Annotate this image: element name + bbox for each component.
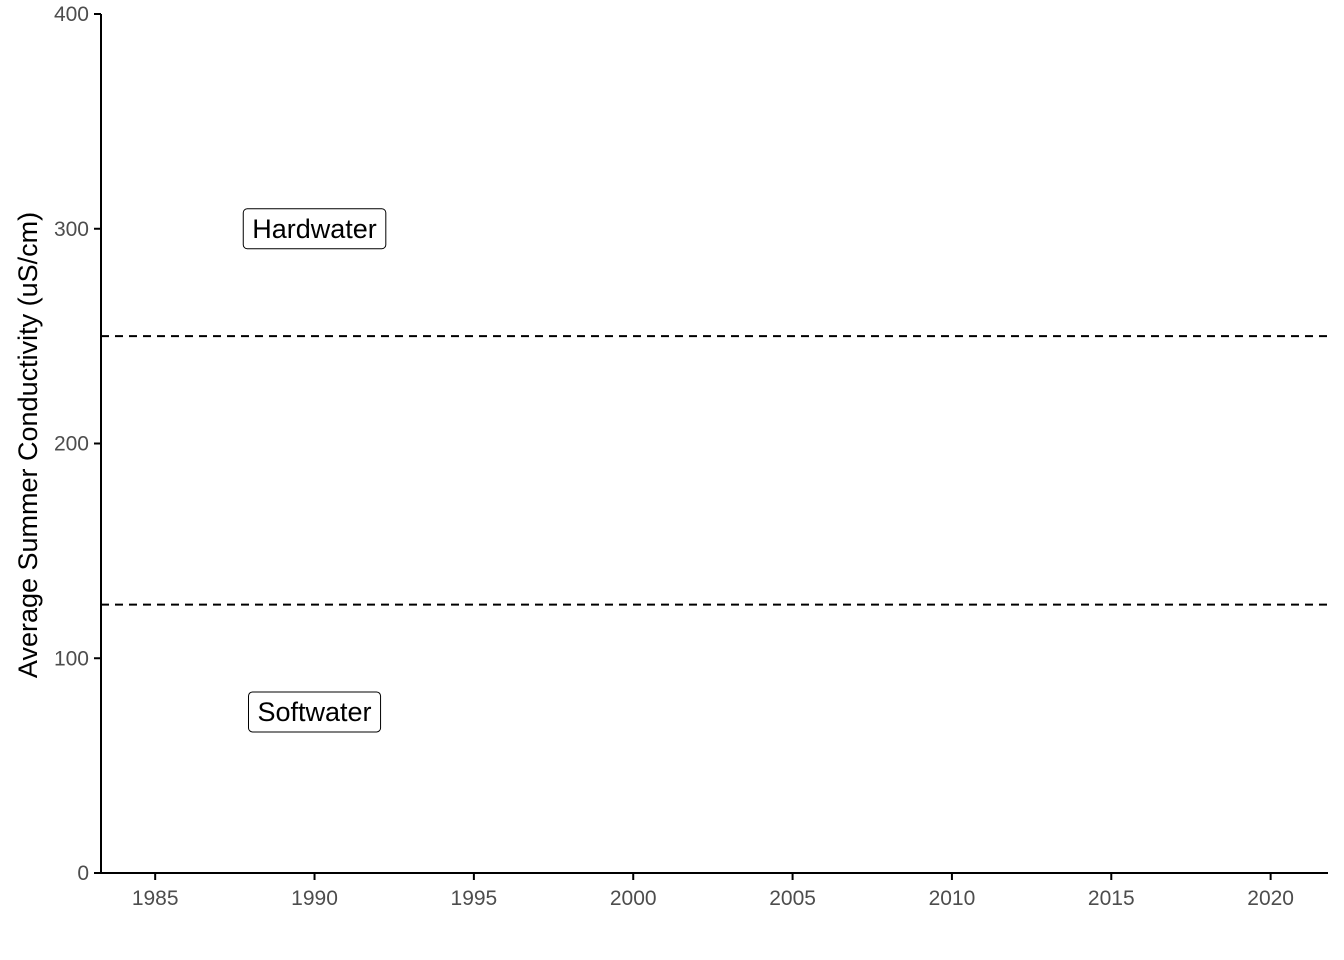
y-tick-label: 200	[54, 433, 89, 456]
label-text: Softwater	[257, 697, 371, 727]
x-tick-label: 1995	[451, 887, 498, 910]
y-axis-ticks: 0 100 200 300 400	[54, 3, 101, 885]
x-tick-label: 2020	[1247, 887, 1294, 910]
reference-lines	[101, 335, 1328, 606]
y-axis-title: Average Summer Conductivity (uS/cm)	[13, 212, 43, 678]
y-tick-label: 0	[77, 862, 89, 885]
label-text: Hardwater	[252, 214, 377, 244]
label-box	[242, 208, 387, 250]
y-tick-label: 100	[54, 647, 89, 670]
x-tick-label: 2005	[769, 887, 816, 910]
label-box	[247, 691, 382, 733]
x-tick-label: 2010	[929, 887, 976, 910]
region-label: Softwater	[247, 691, 382, 733]
axes: 0 100 200 300 400 1985 1990 1995 2000 2005 2010 20…	[54, 3, 1328, 910]
y-tick-label: 400	[54, 3, 89, 26]
x-tick-label: 2000	[610, 887, 657, 910]
x-tick-label: 1990	[291, 887, 338, 910]
x-axis-ticks: 1985 1990 1995 2000 2005 2010 2015 2020	[132, 873, 1294, 910]
x-tick-label: 1985	[132, 887, 179, 910]
region-label: Hardwater	[242, 208, 387, 250]
y-tick-label: 300	[54, 218, 89, 241]
x-tick-label: 2015	[1088, 887, 1135, 910]
region-annotations: Hardwater Softwater	[242, 208, 387, 733]
